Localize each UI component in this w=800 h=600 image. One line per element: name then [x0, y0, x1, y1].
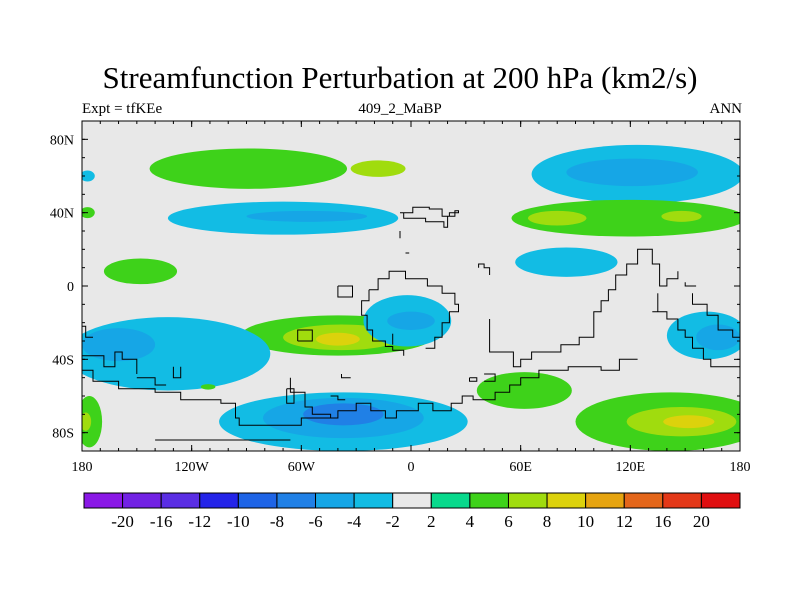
- coastline-18: [82, 325, 93, 338]
- colorbar-box-7: [353, 492, 394, 509]
- colorbar-label: -10: [227, 512, 250, 531]
- coastline-23: [341, 374, 351, 379]
- coastline-12: [652, 311, 740, 368]
- coastline-0: [400, 206, 459, 228]
- x-tick-label: 0: [408, 460, 415, 475]
- contour-field-9: [661, 210, 702, 222]
- coastline-14: [684, 282, 697, 287]
- coastline-5: [361, 289, 405, 356]
- contour-field-3: [566, 158, 698, 187]
- colorbar-label: 12: [616, 512, 633, 531]
- colorbar-box-8: [392, 492, 432, 509]
- colorbar-label: -6: [308, 512, 322, 531]
- colorbar-box-14: [623, 492, 664, 509]
- colorbar-label: 2: [427, 512, 436, 531]
- y-tick-label: 80S: [52, 427, 74, 442]
- coastline-10: [484, 373, 496, 382]
- colorbar-label: -20: [111, 512, 134, 531]
- x-tick-label: 180: [730, 460, 751, 475]
- colorbar-label: -4: [347, 512, 362, 531]
- coastline-22: [289, 358, 638, 419]
- experiment-label: Expt = tfKEe: [82, 101, 163, 117]
- contour-field-4: [82, 170, 95, 182]
- contour-field-21: [696, 324, 740, 351]
- case-label: 409_2_MaBP: [358, 101, 442, 117]
- chart-title: Streamfunction Perturbation at 200 hPa (…: [102, 60, 698, 95]
- colorbar-box-10: [469, 492, 509, 509]
- coastline-3: [478, 263, 491, 275]
- colorbar-box-9: [430, 492, 471, 509]
- colorbar-label: -12: [188, 512, 211, 531]
- coastline-21: [136, 377, 167, 386]
- colorbar-box-12: [546, 492, 587, 509]
- colorbar-box-11: [507, 492, 548, 509]
- colorbar-label: 10: [577, 512, 594, 531]
- coastline-7: [297, 329, 313, 342]
- colorbar: -20 -16 -12 -10 -8 -6 -4 -2 2 4 6 8 10 12 16 20: [83, 492, 741, 531]
- coastline-13: [648, 248, 679, 287]
- coastline-9: [469, 377, 478, 382]
- coastline-4: [337, 285, 353, 298]
- colorbar-label: 6: [504, 512, 513, 531]
- x-tick-label: 180: [72, 460, 93, 475]
- contour-field-11: [103, 258, 178, 285]
- coastline-19: [82, 369, 331, 426]
- colorbar-box-2: [160, 492, 201, 509]
- contour-fields: [82, 121, 740, 451]
- colorbar-box-16: [700, 492, 741, 509]
- contour-field-12: [515, 247, 618, 277]
- colorbar-box-3: [199, 492, 239, 509]
- y-tick-label: 0: [67, 280, 74, 295]
- colorbar-box-15: [662, 492, 702, 509]
- y-tick-label: 40N: [50, 207, 74, 222]
- coastline-24: [330, 395, 346, 401]
- coastline-17: [82, 351, 138, 374]
- coastline-6: [369, 270, 459, 349]
- colorbar-box-6: [315, 492, 355, 509]
- contour-field-29: [663, 415, 715, 429]
- x-tick-label: 120E: [616, 460, 646, 475]
- coastline-11: [489, 248, 649, 368]
- contour-field-22: [476, 372, 572, 409]
- contour-field-8: [527, 210, 587, 226]
- colorbar-label: 8: [543, 512, 552, 531]
- contour-field-30: [82, 396, 103, 448]
- colorbar-label: 4: [466, 512, 475, 531]
- colorbar-box-5: [276, 492, 317, 509]
- contour-field-0: [149, 148, 348, 189]
- y-tick-label: 40S: [52, 353, 74, 368]
- coastline-20: [172, 366, 182, 379]
- colorbar-box-1: [122, 492, 162, 509]
- contour-field-19: [82, 328, 156, 362]
- contour-field-7: [511, 199, 740, 237]
- contour-field-10: [82, 207, 95, 219]
- contour-field-17: [387, 311, 435, 331]
- colorbar-label: 16: [654, 512, 671, 531]
- colorbar-label: 20: [693, 512, 710, 531]
- contour-field-1: [350, 160, 406, 177]
- contour-field-31: [82, 412, 92, 431]
- x-tick-label: 60E: [509, 460, 532, 475]
- contour-field-15: [315, 332, 360, 346]
- contour-field-26: [200, 384, 216, 390]
- x-tick-label: 120W: [175, 460, 210, 475]
- coastline-15: [692, 293, 740, 338]
- colorbar-label: -2: [386, 512, 400, 531]
- colorbar-box-4: [237, 492, 278, 509]
- y-tick-label: 80N: [50, 133, 74, 148]
- season-label: ANN: [709, 101, 743, 117]
- colorbar-label: -8: [270, 512, 284, 531]
- colorbar-label: -16: [150, 512, 173, 531]
- coastlines: [82, 206, 740, 441]
- contour-field-25: [303, 403, 384, 426]
- coastline-25: [286, 388, 295, 404]
- x-tick-label: 60W: [288, 460, 316, 475]
- map-axes: 180 120W 60W 0 60E 120E 180 80N 40N 0 40S 80S: [50, 120, 751, 475]
- colorbar-box-0: [83, 492, 124, 509]
- contour-field-6: [246, 210, 368, 222]
- colorbar-box-13: [585, 492, 625, 509]
